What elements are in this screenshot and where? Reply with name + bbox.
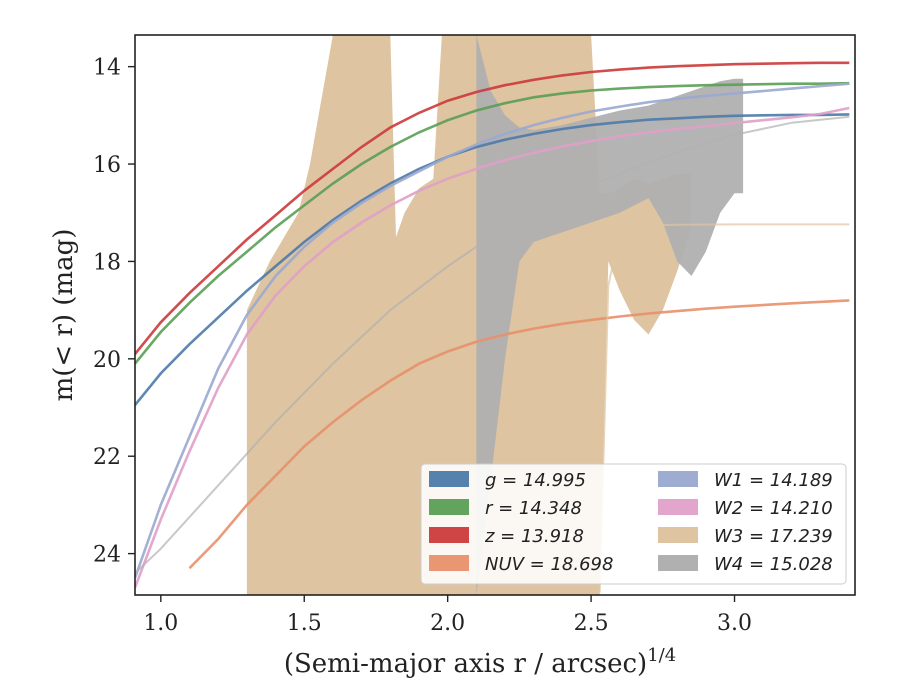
legend-label-w3: W3 = 17.239	[714, 526, 833, 547]
series-nuv-line	[188, 299, 850, 570]
legend-swatch-w1	[658, 471, 698, 487]
series-w4-band	[476, 35, 744, 595]
x-tick-label: 1.0	[143, 611, 178, 636]
x-tick-label: 2.0	[430, 611, 465, 636]
legend-swatch-w4	[658, 555, 698, 571]
legend-label-w1: W1 = 14.189	[714, 470, 833, 491]
y-axis: 14 16 18 20 22 24	[93, 56, 135, 568]
legend-swatch-r	[429, 499, 469, 515]
y-tick-label: 18	[93, 250, 121, 275]
legend-box	[420, 463, 847, 585]
series-g-line	[135, 113, 850, 406]
x-tick-label: 3.0	[717, 611, 752, 636]
line-layer	[135, 61, 850, 593]
series-w3-line	[598, 223, 850, 593]
y-axis-label: m(< r) (mag)	[49, 229, 79, 402]
x-tick-label: 1.5	[287, 611, 322, 636]
legend-label-g: g = 14.995	[485, 470, 586, 491]
series-r-line	[135, 81, 850, 365]
y-tick-label: 16	[93, 153, 121, 178]
y-tick-label: 24	[93, 543, 121, 568]
x-tick-label: 2.5	[574, 611, 609, 636]
plot-frame	[134, 34, 856, 596]
legend-swatch-g	[429, 471, 469, 487]
legend-swatch-w2	[658, 499, 698, 515]
legend-label-r: r = 14.348	[485, 498, 582, 519]
legend-label-w2: W2 = 14.210	[714, 498, 833, 519]
band-layer	[246, 35, 744, 595]
legend: g = 14.995 r = 14.348 z = 13.918 NUV = 18.6…	[420, 463, 847, 585]
legend-label-nuv: NUV = 18.698	[485, 554, 613, 575]
series-w2-line	[135, 106, 850, 589]
series-w1-line	[135, 82, 850, 579]
y-tick-label: 20	[93, 348, 121, 373]
legend-swatch-w3	[658, 527, 698, 543]
x-axis: 1.0 1.5 2.0 2.5 3.0	[143, 595, 752, 636]
legend-label-z: z = 13.918	[484, 526, 584, 547]
series-w4-line	[135, 115, 850, 574]
y-tick-label: 22	[93, 445, 121, 470]
legend-label-w4: W4 = 15.028	[714, 554, 833, 575]
legend-swatch-z	[429, 527, 469, 543]
legend-swatch-nuv	[429, 555, 469, 571]
series-z-line	[135, 61, 850, 355]
y-tick-label: 14	[93, 56, 121, 81]
x-axis-label: (Semi-major axis r / arcsec)1/4	[284, 645, 676, 679]
